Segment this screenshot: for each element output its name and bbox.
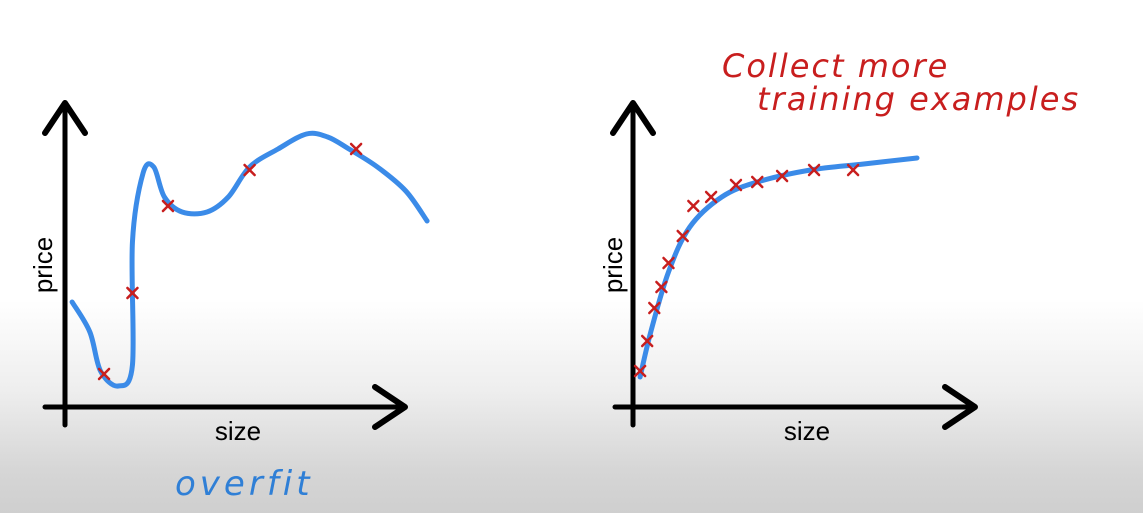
left-data-point-5 (349, 142, 363, 156)
right-y-axis-label: price (598, 237, 628, 293)
right-data-point-5 (662, 256, 675, 270)
left-chart: price size overfit (28, 100, 430, 504)
right-annotation-line-1: Collect more (722, 47, 949, 85)
right-data-point-12 (807, 163, 821, 177)
right-data-point-8 (704, 190, 718, 204)
right-fit-curve (637, 155, 920, 380)
left-data-point-1 (97, 367, 111, 381)
right-data-point-1 (633, 364, 647, 378)
right-data-point-7 (687, 199, 700, 213)
right-data-point-13 (846, 163, 860, 177)
right-data-point-2 (640, 334, 654, 348)
left-annotation: overfit (175, 464, 314, 504)
right-data-point-3 (648, 301, 661, 315)
right-data-point-9 (729, 178, 743, 192)
left-data-point-2 (126, 286, 139, 300)
right-data-point-10 (751, 175, 764, 189)
right-data-point-11 (775, 169, 789, 183)
left-points (97, 142, 363, 381)
left-x-axis-label: size (215, 416, 261, 446)
right-data-point-6 (676, 229, 689, 243)
right-x-axis-label: size (784, 416, 830, 446)
right-points (633, 163, 860, 378)
right-data-point-4 (655, 280, 668, 294)
right-annotation-line-2: training examples (757, 80, 1080, 118)
left-data-point-4 (243, 163, 256, 177)
left-data-point-3 (161, 199, 175, 213)
left-y-axis-label: price (28, 237, 58, 293)
right-chart: price size Collect more training example… (598, 47, 1080, 446)
left-fit-curve (69, 130, 430, 389)
